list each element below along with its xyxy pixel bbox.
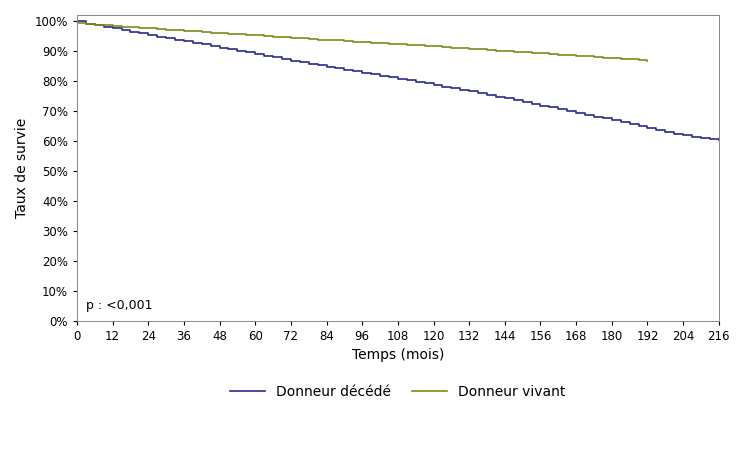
Donneur vivant: [643, 58, 652, 64]
Donneur décédé: [215, 45, 224, 51]
Donneur décédé: [286, 58, 295, 63]
Donneur décédé: [607, 117, 616, 123]
Line: Donneur décédé: Donneur décédé: [77, 21, 719, 140]
Donneur vivant: [625, 56, 634, 62]
Donneur vivant: [313, 37, 322, 42]
Text: p : <0,001: p : <0,001: [86, 299, 153, 312]
Donneur décédé: [652, 127, 661, 132]
Donneur vivant: [206, 30, 215, 35]
X-axis label: Temps (mois): Temps (mois): [352, 348, 444, 362]
Donneur décédé: [625, 121, 634, 127]
Donneur vivant: [72, 21, 81, 26]
Legend: Donneur décédé, Donneur vivant: Donneur décédé, Donneur vivant: [225, 380, 571, 404]
Donneur décédé: [714, 137, 723, 143]
Donneur vivant: [562, 52, 571, 58]
Line: Donneur vivant: Donneur vivant: [77, 23, 647, 61]
Y-axis label: Taux de survie: Taux de survie: [15, 118, 29, 218]
Donneur vivant: [242, 32, 251, 38]
Donneur décédé: [72, 18, 81, 24]
Donneur décédé: [393, 76, 402, 82]
Donneur vivant: [367, 40, 375, 46]
